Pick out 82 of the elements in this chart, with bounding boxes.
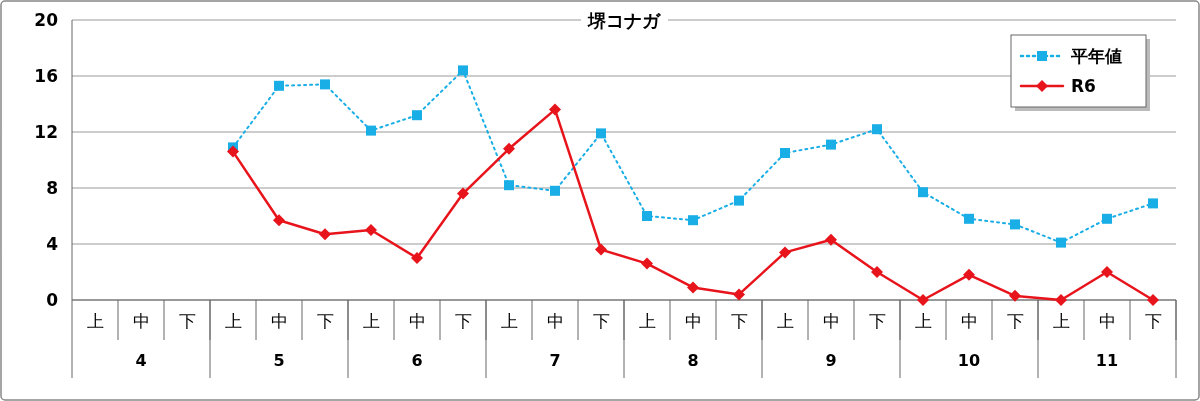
point: [826, 139, 836, 150]
chart-title: 堺コナガ: [587, 10, 662, 31]
point: [365, 224, 377, 236]
x-tick-label: 中: [546, 311, 564, 331]
point: [917, 294, 929, 306]
x-tick-label: 上: [500, 311, 518, 331]
legend-label: 平年値: [1070, 46, 1122, 66]
point: [550, 185, 560, 196]
text: 5: [273, 351, 285, 370]
x-tick-label: 下: [178, 311, 196, 331]
point: [274, 80, 284, 91]
point: [642, 211, 652, 221]
point: [1056, 237, 1066, 248]
point: [457, 187, 469, 200]
y-tick-label: 4: [46, 234, 59, 254]
point: [687, 281, 699, 294]
point: [1102, 213, 1112, 224]
x-tick-label: 下: [868, 311, 886, 331]
point: [227, 145, 239, 158]
point: [412, 110, 422, 121]
point: [641, 257, 653, 270]
point: [1148, 198, 1158, 209]
x-tick-label: 上: [362, 311, 380, 331]
y-tick-label: 20: [34, 10, 59, 30]
point: [964, 213, 974, 224]
point: [1055, 294, 1067, 306]
x-tick-label: 上: [776, 311, 794, 331]
point: [273, 214, 285, 227]
point: [366, 125, 376, 136]
point: [1101, 266, 1113, 278]
point: [688, 215, 698, 226]
text: 7: [549, 351, 561, 370]
point: [779, 246, 791, 259]
x-tick-label: 中: [132, 311, 150, 331]
point: [549, 103, 561, 116]
point: [411, 252, 423, 264]
x-tick-label: 中: [408, 311, 426, 331]
point: [918, 187, 928, 198]
x-tick-label: 下: [1144, 311, 1162, 331]
point: [319, 228, 331, 241]
text: 11: [1095, 351, 1119, 370]
point: [504, 180, 514, 191]
x-tick-label: 上: [1052, 311, 1070, 331]
text: 9: [825, 351, 837, 370]
point: [733, 288, 745, 301]
x-tick-label: 中: [822, 311, 840, 331]
point: [872, 124, 882, 135]
text: 4: [135, 351, 147, 370]
point: [320, 79, 330, 90]
y-tick-label: 12: [34, 122, 58, 142]
y-tick-label: 16: [34, 66, 58, 86]
point: [596, 128, 606, 139]
text: 10: [957, 351, 981, 370]
point: [734, 195, 744, 206]
point: [458, 65, 468, 76]
text: 8: [687, 351, 699, 370]
point: [963, 268, 975, 281]
x-tick-label: 上: [86, 311, 104, 331]
x-tick-label: 下: [454, 311, 472, 331]
x-tick-label: 下: [316, 311, 334, 331]
y-tick-label: 8: [46, 178, 58, 198]
y-tick-label: 0: [46, 290, 59, 310]
point: [595, 243, 607, 256]
point: [780, 148, 790, 158]
x-tick-label: 上: [224, 311, 242, 331]
point: [1009, 289, 1021, 302]
text: 6: [411, 351, 423, 370]
x-tick-label: 上: [638, 311, 656, 331]
point: [825, 233, 837, 246]
x-tick-label: 下: [730, 311, 748, 331]
x-tick-label: 下: [592, 311, 610, 331]
point: [503, 142, 515, 155]
point: [1010, 219, 1020, 230]
x-tick-label: 下: [1006, 311, 1024, 331]
x-tick-label: 中: [270, 311, 288, 331]
point: [1147, 294, 1159, 306]
point: [871, 266, 883, 278]
x-tick-label: 中: [1098, 311, 1116, 331]
x-tick-label: 上: [914, 311, 932, 331]
x-tick-label: 中: [960, 311, 978, 331]
legend-label: R6: [1071, 76, 1096, 96]
x-tick-label: 中: [684, 311, 702, 331]
